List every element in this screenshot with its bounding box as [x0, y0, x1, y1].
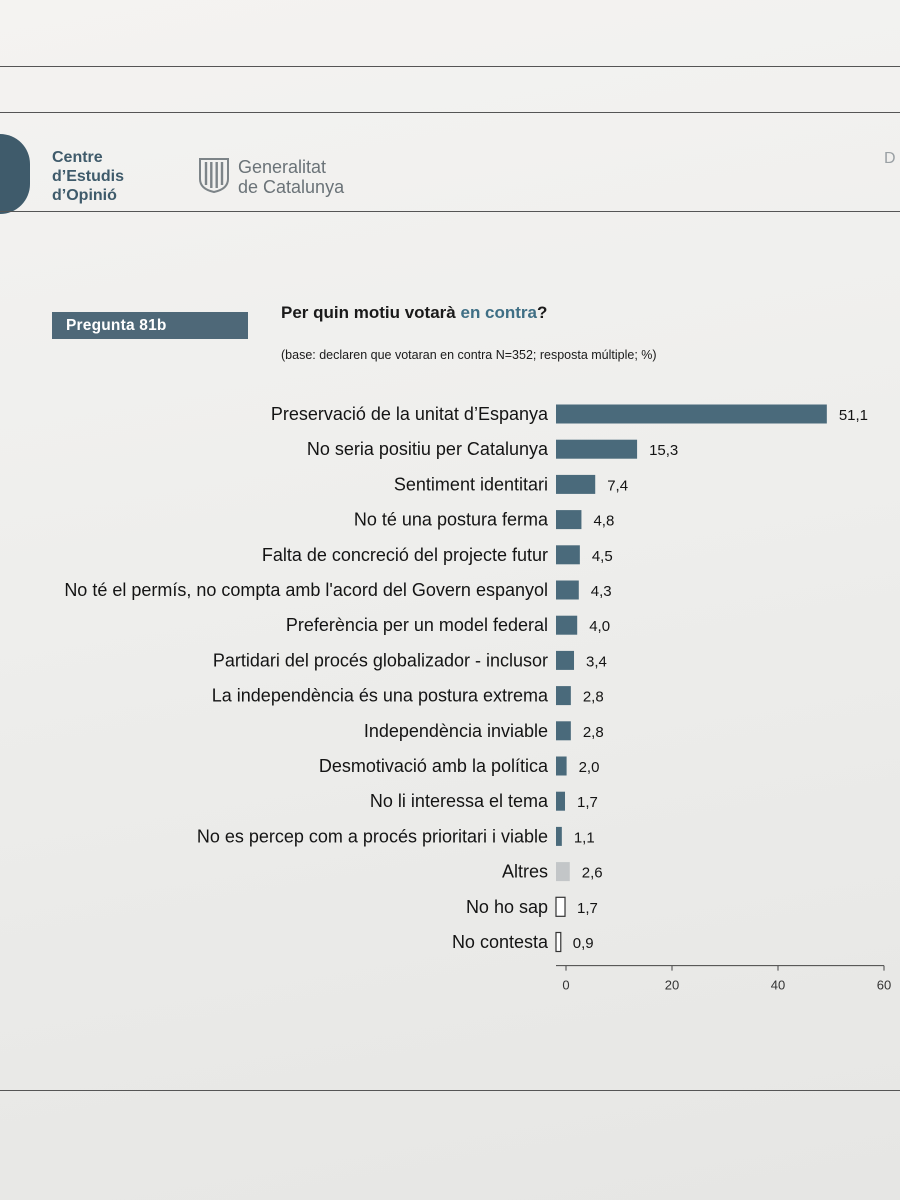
question-title-end: ?: [537, 303, 548, 322]
value-label: 2,8: [583, 689, 604, 706]
value-label: 3,4: [586, 653, 607, 670]
bar: [556, 474, 596, 494]
institute-name-line: d’Opinió: [52, 187, 117, 204]
page-rule-bottom: [0, 1090, 900, 1091]
category-label: Altres: [502, 862, 548, 882]
bar: [556, 826, 562, 846]
question-badge: Pregunta 81b: [52, 312, 248, 339]
value-label: 1,7: [577, 794, 598, 811]
category-label: No ho sap: [466, 897, 548, 917]
page-rule-second: [0, 112, 900, 113]
category-label: Independència inviable: [364, 721, 548, 741]
institute-name-line: Centre: [52, 149, 103, 166]
bar: [556, 756, 567, 776]
category-label: Desmotivació amb la política: [319, 756, 549, 776]
bar-chart: Preservació de la unitat d’Espanya 51,1 No…: [64, 404, 891, 993]
bar: [556, 862, 570, 882]
bar: [556, 791, 566, 811]
category-label: No contesta: [452, 932, 549, 952]
bar: [556, 721, 571, 741]
category-label: Preferència per un model federal: [286, 615, 548, 635]
category-label: No té el permís, no compta amb l'acord d…: [64, 580, 548, 600]
category-label: La independència és una postura extrema: [212, 686, 549, 706]
bar: [555, 931, 562, 953]
category-label: Falta de concreció del projecte futur: [262, 545, 548, 565]
value-label: 0,9: [573, 935, 594, 952]
bar: [556, 510, 582, 530]
value-label: 7,4: [607, 477, 628, 494]
value-label: 4,5: [592, 548, 613, 565]
x-tick-label: 40: [771, 978, 785, 993]
value-label: 2,8: [583, 724, 604, 741]
question-title-text: Per quin motiu votarà: [281, 303, 461, 322]
bar: [556, 615, 578, 635]
header-edge-letter: D: [884, 150, 896, 167]
government-name-line: de Catalunya: [238, 177, 345, 197]
x-tick-label: 0: [562, 978, 569, 993]
question-title: Per quin motiu votarà en contra?: [281, 303, 547, 323]
value-label: 1,1: [574, 829, 595, 846]
generalitat-emblem-icon: [199, 158, 229, 193]
bar: [556, 545, 580, 565]
bar: [556, 686, 571, 706]
government-name-line: Generalitat: [238, 157, 327, 177]
x-tick-label: 20: [665, 978, 679, 993]
category-label: No li interessa el tema: [370, 791, 549, 811]
category-label: Preservació de la unitat d’Espanya: [271, 404, 549, 424]
value-label: 4,8: [593, 513, 614, 530]
question-base-note: (base: declaren que votaran en contra N=…: [281, 348, 657, 362]
institute-name: Centre d’Estudis d’Opinió: [52, 148, 124, 205]
value-label: 1,7: [577, 900, 598, 917]
bar: [556, 404, 827, 424]
government-name: Generalitat de Catalunya: [238, 157, 344, 197]
bar: [556, 439, 638, 459]
question-title-highlight: en contra: [460, 303, 538, 322]
header-rule: [0, 211, 900, 212]
category-label: No es percep com a procés prioritari i v…: [197, 826, 548, 846]
value-label: 4,3: [591, 583, 612, 600]
category-label: No seria positiu per Catalunya: [307, 439, 549, 459]
category-label: Partidari del procés globalizador - incl…: [213, 650, 548, 670]
page-rule-top: [0, 66, 900, 67]
value-label: 2,6: [582, 865, 603, 882]
category-label: No té una postura ferma: [354, 510, 549, 530]
value-label: 15,3: [649, 442, 678, 459]
bar: [555, 896, 566, 917]
value-label: 4,0: [589, 618, 610, 635]
institute-logo-mark: [0, 134, 30, 214]
value-label: 2,0: [579, 759, 600, 776]
bar: [556, 650, 575, 670]
institute-name-line: d’Estudis: [52, 168, 125, 185]
category-label: Sentiment identitari: [394, 474, 548, 494]
bar: [556, 580, 579, 600]
value-label: 51,1: [839, 407, 868, 424]
x-tick-label: 60: [877, 978, 891, 993]
